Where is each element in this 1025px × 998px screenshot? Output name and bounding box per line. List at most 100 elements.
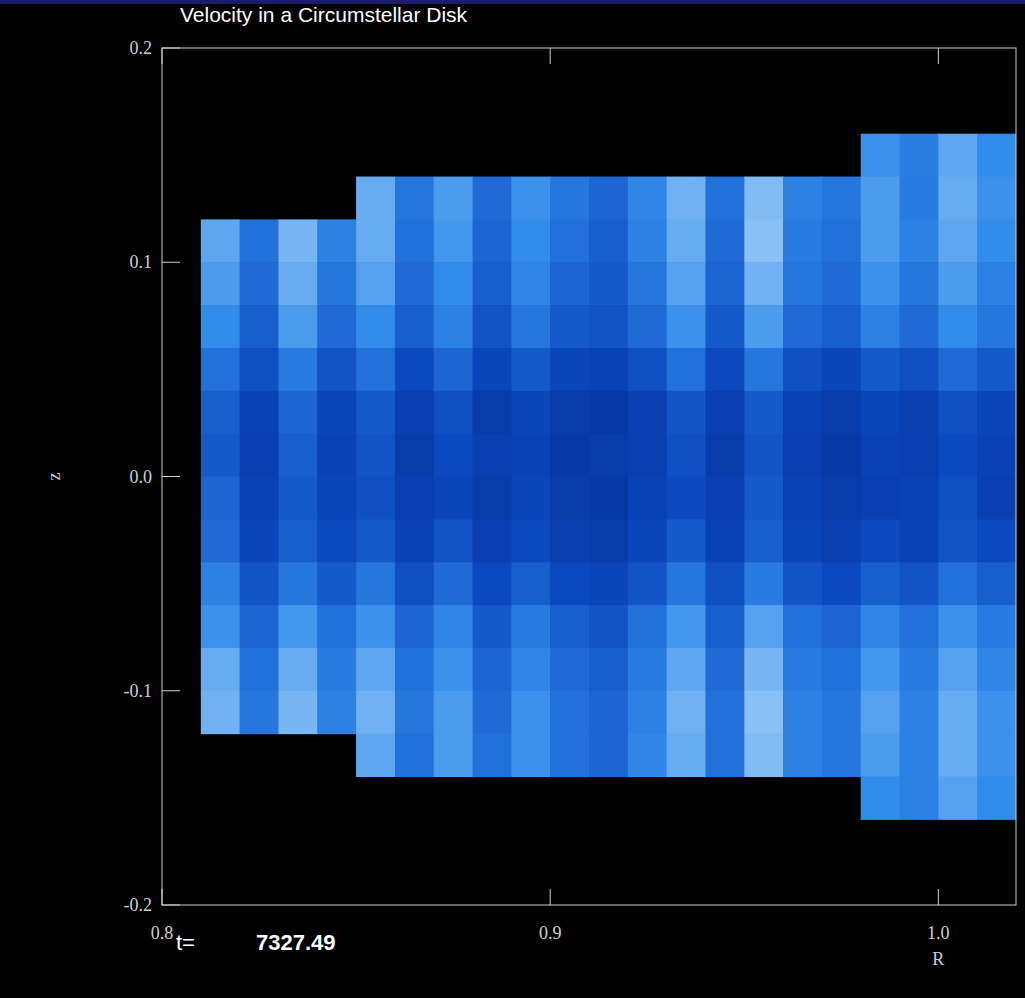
cell: [900, 177, 939, 220]
cell: [861, 434, 900, 477]
cell: [900, 434, 939, 477]
cell: [278, 219, 317, 262]
cell: [977, 391, 1016, 434]
cell: [240, 648, 279, 691]
cell: [822, 691, 861, 734]
cell: [938, 434, 977, 477]
cell: [705, 605, 744, 648]
cell: [900, 134, 939, 177]
cell: [705, 691, 744, 734]
cell: [628, 605, 667, 648]
cell: [783, 477, 822, 520]
cell: [628, 434, 667, 477]
cell: [356, 519, 395, 562]
cells: [201, 134, 1016, 820]
cell: [589, 734, 628, 777]
cell: [744, 348, 783, 391]
cell: [744, 177, 783, 220]
cell: [434, 177, 473, 220]
x-axis-title: R: [932, 949, 944, 969]
cell: [783, 519, 822, 562]
cell: [317, 648, 356, 691]
cell: [240, 477, 279, 520]
cell: [822, 434, 861, 477]
cell: [783, 691, 822, 734]
y-tick-label: 0.0: [130, 467, 153, 487]
cell: [744, 477, 783, 520]
cell: [977, 776, 1016, 819]
cell: [977, 648, 1016, 691]
cell: [473, 519, 512, 562]
cell: [589, 219, 628, 262]
y-tick: [162, 905, 180, 906]
cell: [550, 177, 589, 220]
cell: [356, 262, 395, 305]
cell: [705, 219, 744, 262]
cell: [628, 562, 667, 605]
cell: [900, 562, 939, 605]
cell: [667, 305, 706, 348]
cell: [240, 434, 279, 477]
cell: [667, 391, 706, 434]
cell: [434, 391, 473, 434]
cell: [434, 648, 473, 691]
cell: [589, 391, 628, 434]
cell: [900, 348, 939, 391]
cell: [434, 434, 473, 477]
cell: [667, 691, 706, 734]
cell: [589, 519, 628, 562]
cell: [900, 605, 939, 648]
cell: [356, 219, 395, 262]
cell: [628, 177, 667, 220]
cell: [705, 434, 744, 477]
cell: [900, 262, 939, 305]
cell: [240, 605, 279, 648]
cell: [667, 605, 706, 648]
cell: [473, 691, 512, 734]
cell: [434, 262, 473, 305]
cell: [473, 434, 512, 477]
cell: [744, 691, 783, 734]
cell: [473, 605, 512, 648]
cell: [977, 519, 1016, 562]
cell: [938, 519, 977, 562]
cell: [744, 605, 783, 648]
cell: [977, 691, 1016, 734]
cell: [589, 691, 628, 734]
cell: [550, 219, 589, 262]
time-label: t=: [176, 930, 195, 955]
cell: [667, 562, 706, 605]
cell: [783, 648, 822, 691]
cell: [705, 177, 744, 220]
cell: [317, 691, 356, 734]
cell: [938, 605, 977, 648]
cell: [473, 262, 512, 305]
frame: [162, 48, 1016, 905]
cell: [201, 562, 240, 605]
cell: [201, 305, 240, 348]
cell: [356, 734, 395, 777]
cell: [550, 734, 589, 777]
cell: [550, 348, 589, 391]
cell: [434, 605, 473, 648]
cell: [317, 562, 356, 605]
cell: [434, 219, 473, 262]
cell: [783, 562, 822, 605]
cell: [550, 519, 589, 562]
chart: 0.80.91.0-0.2-0.10.00.10.2RzVelocity in …: [0, 0, 1025, 998]
cell: [900, 691, 939, 734]
cell: [744, 262, 783, 305]
cell: [822, 348, 861, 391]
cell: [628, 219, 667, 262]
cell: [938, 776, 977, 819]
cell: [861, 691, 900, 734]
cell: [550, 691, 589, 734]
y-tick-label: -0.2: [124, 895, 153, 915]
x-tick-label: 0.9: [539, 923, 562, 943]
cell: [395, 177, 434, 220]
cell: [900, 477, 939, 520]
cell: [201, 477, 240, 520]
cell: [511, 477, 550, 520]
cell: [511, 691, 550, 734]
cell: [240, 519, 279, 562]
